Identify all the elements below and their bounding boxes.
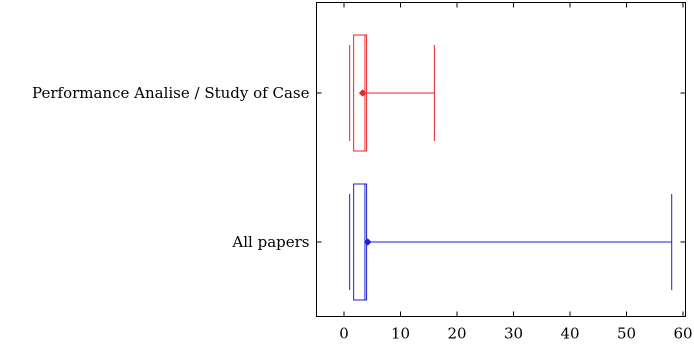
x-tick-label: 50 xyxy=(617,325,636,343)
mean-marker xyxy=(363,238,372,246)
category-label: All papers xyxy=(231,233,309,251)
plot-frame xyxy=(316,2,686,317)
box-layer xyxy=(349,34,673,301)
x-tick-label: 20 xyxy=(447,325,466,343)
x-tick-label: 30 xyxy=(504,325,523,343)
boxplot-series xyxy=(349,34,435,152)
mean-marker xyxy=(358,89,367,97)
x-tick-label: 0 xyxy=(339,325,349,343)
tick-layer: 0 10 20 30 40 50 60 Performance Analise / Study… xyxy=(32,2,693,343)
x-tick-label: 60 xyxy=(673,325,692,343)
x-tick-label: 10 xyxy=(391,325,410,343)
x-tick-label: 40 xyxy=(560,325,579,343)
category-label: Performance Analise / Study of Case xyxy=(32,84,310,102)
boxplot-series xyxy=(349,183,673,301)
